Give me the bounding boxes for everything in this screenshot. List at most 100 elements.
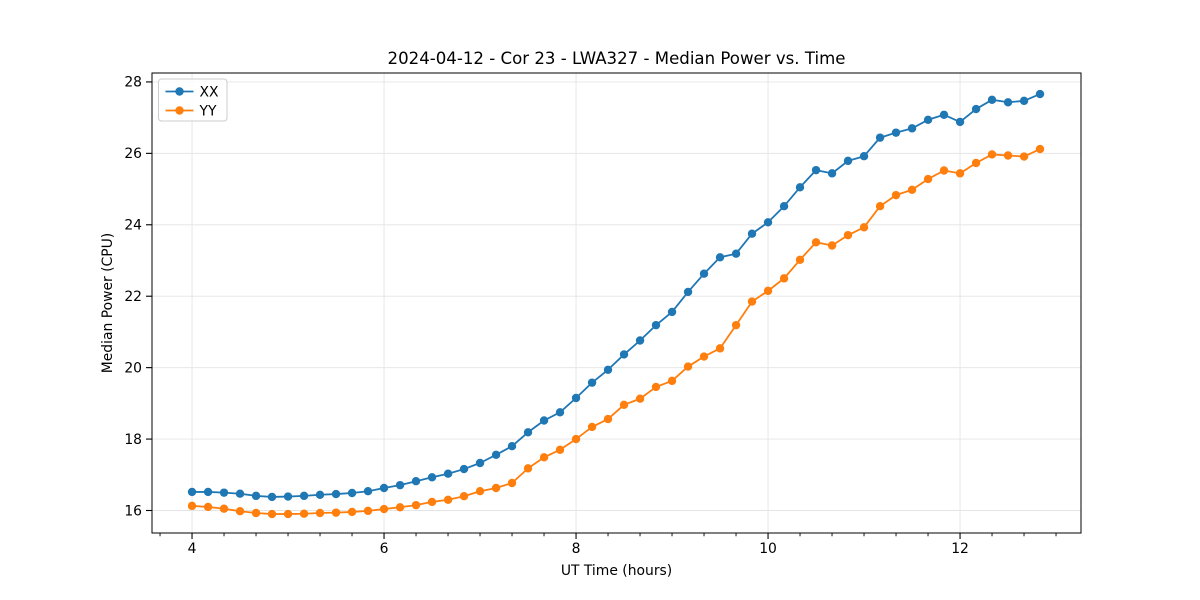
series-yy-point [811, 238, 821, 247]
series-xx-point [283, 492, 293, 501]
series-xx-point [571, 393, 581, 403]
series-yy-point [235, 507, 245, 516]
series-yy-point [859, 223, 869, 232]
series-yy-point [795, 255, 805, 264]
x-tick-label: 10 [759, 541, 777, 557]
series-xx-point [299, 491, 309, 501]
series-yy-point [779, 274, 789, 283]
series-yy-point [987, 150, 997, 159]
series-yy-point [539, 453, 549, 462]
x-tick-label: 8 [572, 541, 581, 557]
series-xx-line [192, 93, 1041, 498]
series-xx-point [395, 480, 405, 490]
legend-label: YY [199, 103, 217, 119]
y-tick-label: 18 [124, 432, 142, 448]
series-yy-point [219, 504, 229, 513]
series-yy-point [715, 344, 725, 353]
series-yy-point [459, 492, 469, 501]
series-xx-point [731, 249, 741, 258]
axes-frame [151, 72, 1082, 534]
series-xx-point [187, 487, 197, 497]
series-yy-point [635, 394, 645, 403]
series-xx-point [795, 183, 805, 192]
y-tick-label: 16 [124, 503, 142, 519]
series-xx-point [347, 488, 357, 498]
series-yy-point [923, 174, 933, 184]
series-yy-point [427, 497, 437, 507]
series-xx-point [251, 491, 261, 501]
series-yy-point [603, 414, 613, 424]
series-xx-point [539, 416, 549, 425]
series-yy-point [667, 376, 677, 386]
series-yy-point [587, 422, 597, 432]
series-xx-point [827, 169, 837, 178]
series-yy-point [475, 487, 485, 496]
series-xx-point [715, 253, 725, 262]
series-xx-point [315, 490, 325, 499]
x-tick-label: 12 [951, 541, 969, 557]
series-yy-point [523, 464, 533, 473]
series-yy-point [491, 483, 501, 493]
series-xx-point [683, 287, 693, 297]
series-xx-point [1035, 89, 1045, 99]
series-xx-point [619, 350, 629, 359]
series-xx-point [747, 229, 757, 238]
series-xx-point [603, 365, 613, 374]
series-xx-point [939, 110, 949, 119]
series-yy-point [331, 508, 341, 517]
series-xx-point [987, 95, 997, 104]
series-xx-point [587, 378, 597, 387]
series-xx-point [1003, 98, 1013, 107]
series-xx-point [923, 115, 933, 124]
series-xx-point [779, 202, 789, 211]
series-xx-point [219, 488, 229, 497]
y-tick-label: 26 [124, 146, 142, 162]
x-tick-label: 4 [188, 541, 197, 557]
series-yy-point [267, 509, 277, 519]
series-yy-point [747, 297, 757, 306]
series-yy-point [395, 503, 405, 512]
series-yy-point [731, 320, 741, 330]
series-xx-point [379, 483, 389, 493]
series-yy-point [187, 501, 197, 511]
series-yy-point [971, 158, 981, 168]
series-xx-point [491, 450, 501, 459]
series-xx-point [235, 489, 245, 498]
series-xx-point [475, 458, 485, 468]
series-yy-point [683, 362, 693, 371]
series-yy-point [651, 382, 661, 392]
series-yy-point [363, 506, 373, 516]
series-xx-point [763, 218, 773, 227]
series-yy-point [251, 508, 261, 518]
series-xx-point [331, 489, 341, 499]
series-yy-point [1003, 151, 1013, 160]
series-xx-point [459, 464, 469, 474]
series-yy-point [939, 166, 949, 175]
y-tick-label: 24 [124, 218, 142, 234]
series-yy-point [299, 509, 309, 518]
series-xx-point [523, 428, 533, 437]
series-xx-point [507, 442, 517, 451]
series-yy-point [379, 504, 389, 514]
series-yy-point [443, 495, 453, 504]
legend-marker [175, 87, 184, 96]
series-yy-point [555, 445, 565, 454]
y-tick-label: 22 [124, 289, 142, 305]
series-yy-point [411, 500, 421, 510]
x-axis-label: UT Time (hours) [560, 563, 673, 579]
series-yy-point [843, 230, 853, 240]
series-yy-point [315, 508, 325, 518]
series-yy-point [571, 434, 581, 444]
legend-label: XX [200, 84, 220, 100]
series-xx-point [363, 487, 373, 496]
series-yy-point [955, 169, 965, 178]
series-yy-point [699, 352, 709, 361]
series-xx-point [907, 124, 917, 133]
series-yy-point [1019, 152, 1029, 161]
series-xx-point [859, 152, 869, 161]
series-yy-point [507, 478, 517, 488]
y-tick-label: 20 [124, 360, 142, 376]
series-xx-point [203, 487, 213, 497]
series-xx-point [427, 473, 437, 482]
